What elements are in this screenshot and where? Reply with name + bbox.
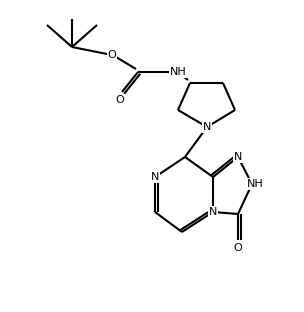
Text: N: N: [151, 172, 159, 182]
Text: O: O: [116, 95, 124, 105]
Text: N: N: [209, 207, 217, 217]
Text: N: N: [234, 152, 242, 162]
Text: N: N: [203, 122, 211, 132]
Text: NH: NH: [247, 179, 263, 189]
Text: O: O: [234, 243, 242, 253]
Text: NH: NH: [170, 67, 186, 77]
Text: O: O: [108, 50, 116, 60]
